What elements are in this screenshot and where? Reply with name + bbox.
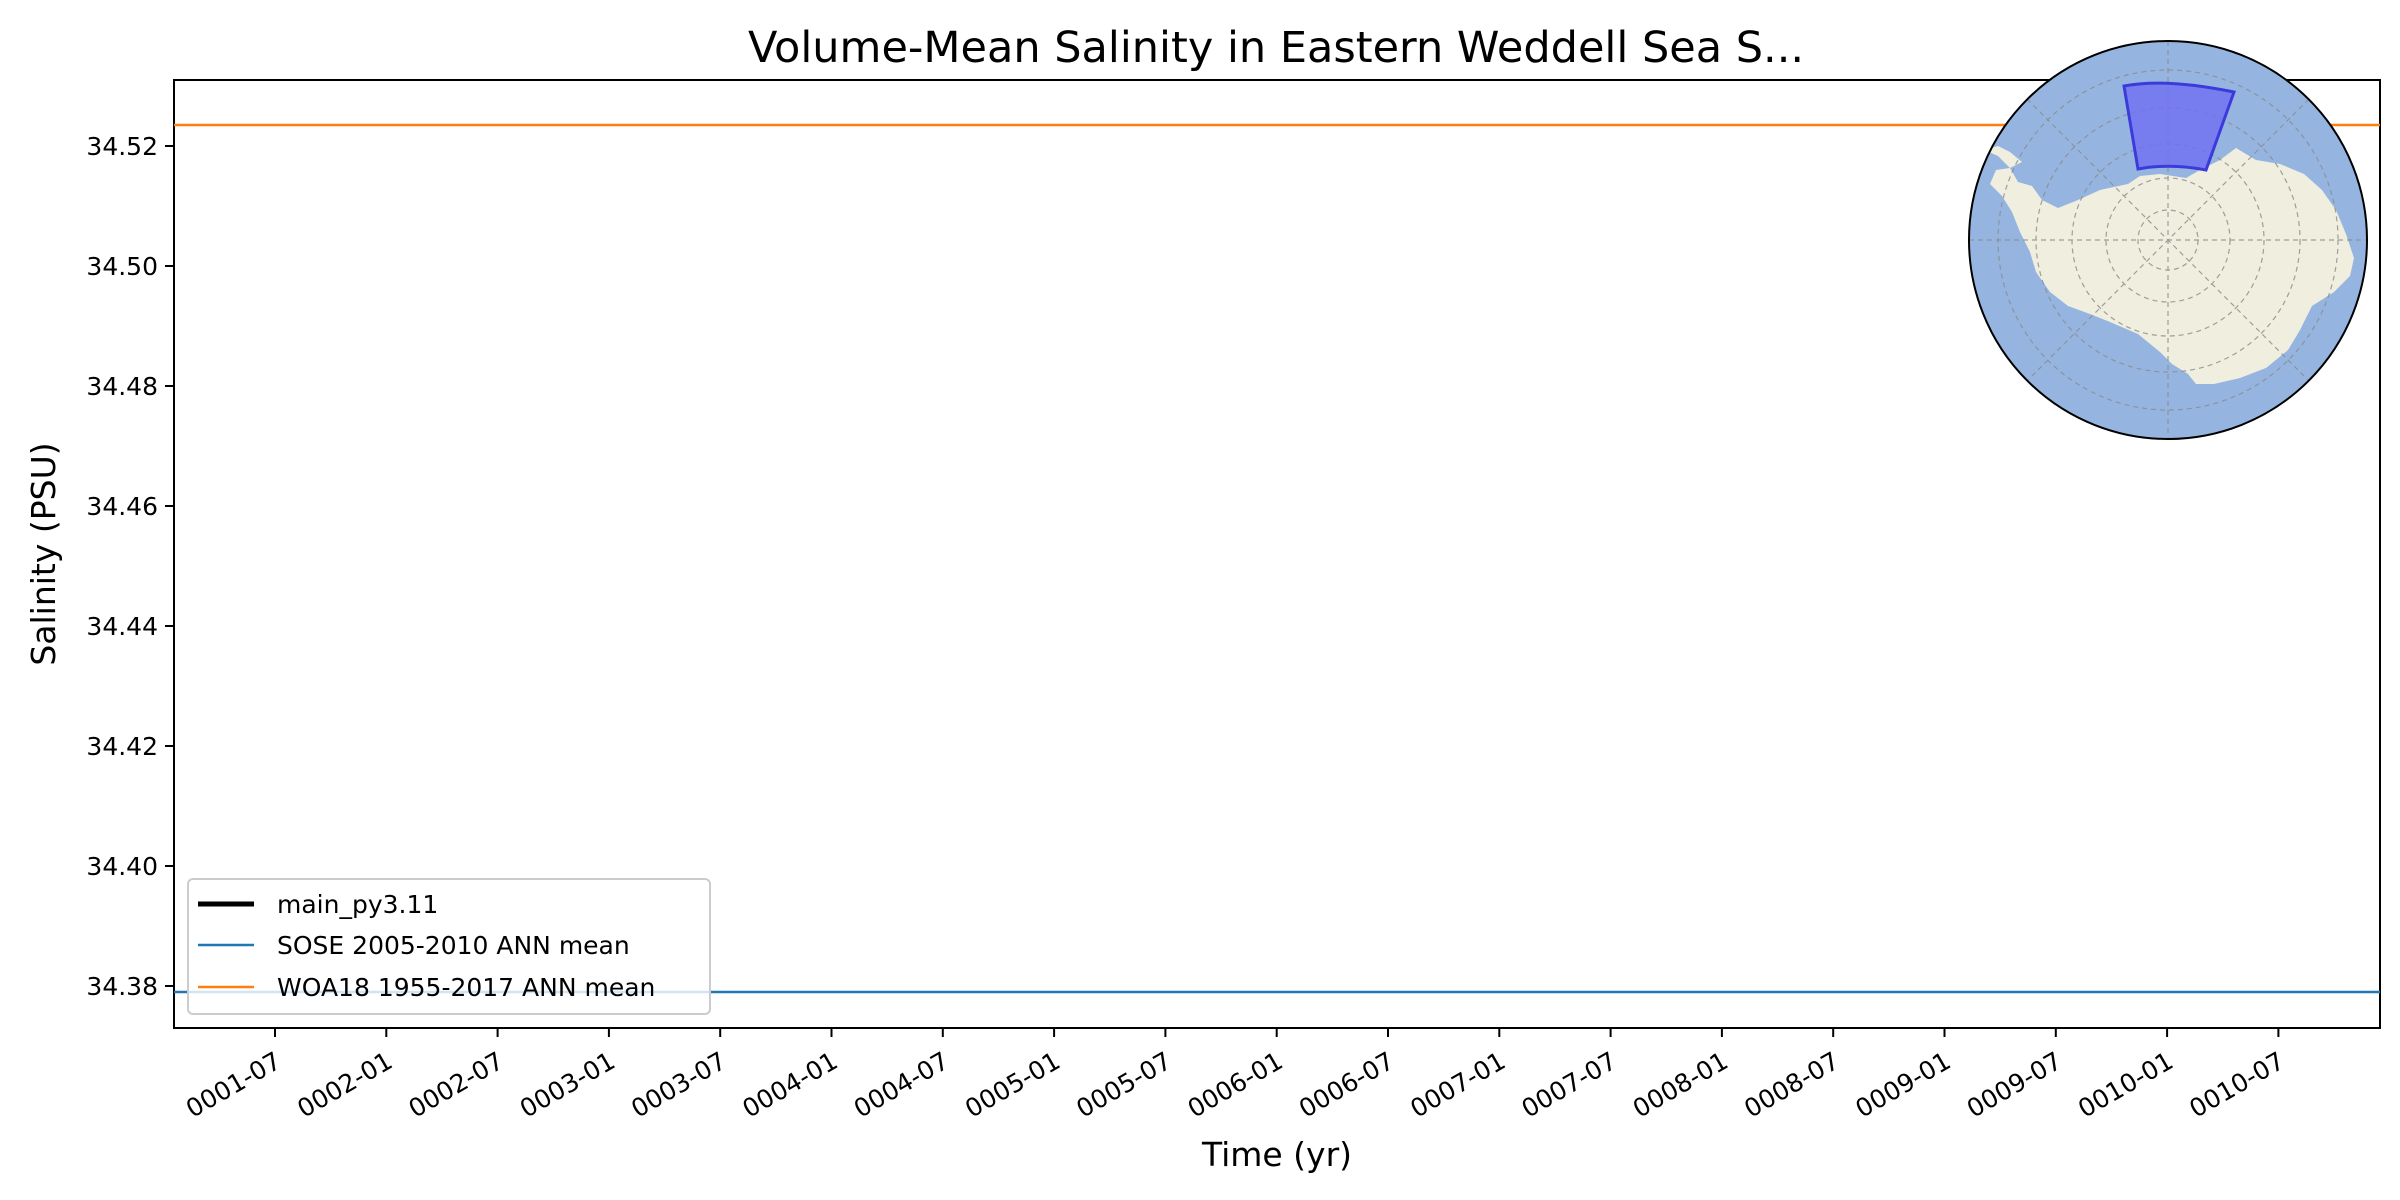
x-axis: 0001-07 0002-01 0002-07 0003-01 0003-07 0004-… xyxy=(181,1028,2289,1123)
x-tick-label: 0006-07 xyxy=(1294,1046,1399,1123)
x-tick-label: 0005-01 xyxy=(960,1046,1065,1123)
x-tick-label: 0007-07 xyxy=(1517,1046,1622,1123)
x-tick-label: 0003-01 xyxy=(515,1046,620,1123)
x-tick-label: 0008-01 xyxy=(1628,1046,1733,1123)
x-tick-label: 0007-01 xyxy=(1405,1046,1510,1123)
y-tick-label: 34.50 xyxy=(86,252,158,281)
antarctica-landmass xyxy=(1990,148,2354,384)
eastern-weddell-region xyxy=(2122,81,2236,172)
y-tick-label: 34.42 xyxy=(86,732,158,761)
x-tick-label: 0004-07 xyxy=(849,1046,954,1123)
globe-border xyxy=(1968,40,2368,440)
legend-label-sose: SOSE 2005-2010 ANN mean xyxy=(277,931,630,960)
x-tick-label: 0009-01 xyxy=(1851,1046,1956,1123)
x-tick-label: 0008-07 xyxy=(1739,1046,1844,1123)
legend-label-main: main_py3.11 xyxy=(277,890,438,919)
y-tick-label: 34.40 xyxy=(86,852,158,881)
x-tick-label: 0010-01 xyxy=(2073,1046,2178,1123)
y-tick-label: 34.48 xyxy=(86,372,158,401)
y-axis: 34.38 34.40 34.42 34.44 34.46 34.48 34.50 34.52 xyxy=(86,132,174,1001)
x-tick-label: 0002-07 xyxy=(404,1046,509,1123)
y-tick-label: 34.52 xyxy=(86,132,158,161)
legend-label-woa18: WOA18 1955-2017 ANN mean xyxy=(277,973,655,1002)
region-inset-map xyxy=(1968,40,2368,440)
x-tick-label: 0004-01 xyxy=(738,1046,843,1123)
x-tick-label: 0005-07 xyxy=(1071,1046,1176,1123)
x-tick-label: 0002-01 xyxy=(292,1046,397,1123)
y-tick-label: 34.46 xyxy=(86,492,158,521)
x-tick-label: 0006-01 xyxy=(1183,1046,1288,1123)
y-tick-label: 34.44 xyxy=(86,612,158,641)
x-tick-label: 0001-07 xyxy=(181,1046,286,1123)
y-tick-label: 34.38 xyxy=(86,972,158,1001)
chart-title: Volume-Mean Salinity in Eastern Weddell … xyxy=(748,23,1804,73)
antarctic-peninsula xyxy=(1984,146,2022,168)
x-tick-label: 0009-07 xyxy=(1962,1046,2067,1123)
x-tick-label: 0010-07 xyxy=(2184,1046,2289,1123)
legend-box xyxy=(187,878,711,1015)
x-axis-label: Time (yr) xyxy=(1201,1135,1352,1174)
y-axis-label: Salinity (PSU) xyxy=(24,442,63,665)
legend: main_py3.11 SOSE 2005-2010 ANN mean WOA1… xyxy=(187,878,711,1015)
x-tick-label: 0003-07 xyxy=(626,1046,731,1123)
